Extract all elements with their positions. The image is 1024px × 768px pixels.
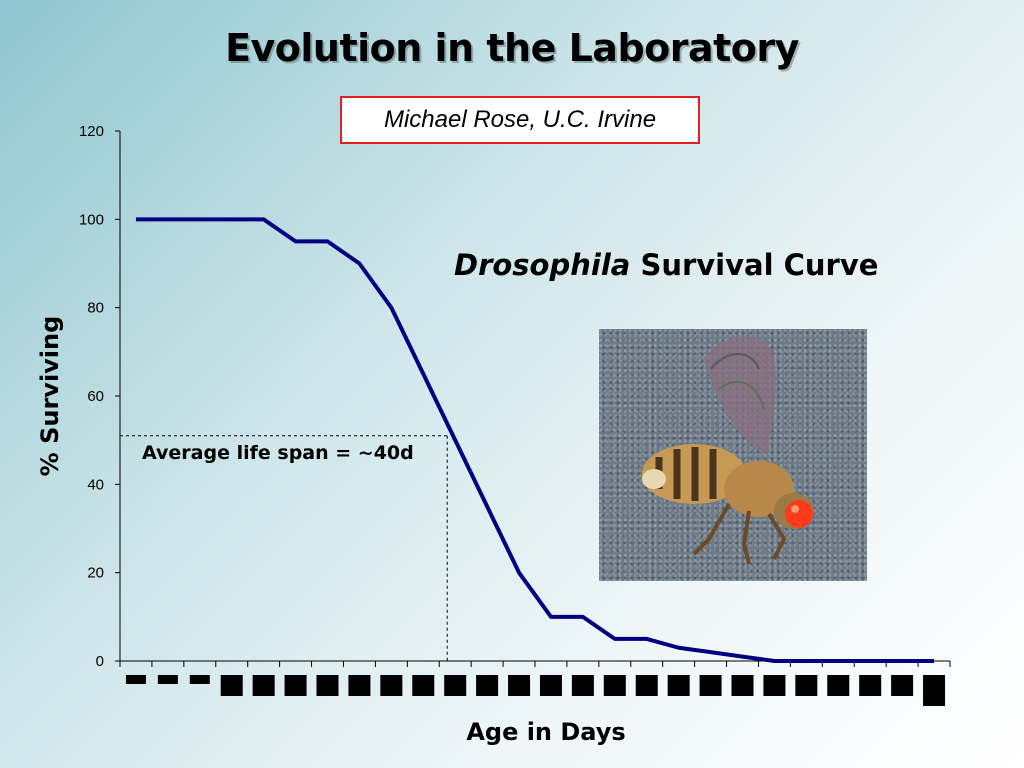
x-tick-label-redacted (252, 675, 275, 696)
subtitle-rest: Survival Curve (630, 248, 879, 282)
credit-text: Michael Rose, U.C. Irvine (383, 106, 657, 133)
y-tick-label: 120 (79, 123, 104, 140)
x-axis (119, 660, 951, 706)
x-tick-label-redacted (220, 675, 243, 696)
x-tick-label-redacted (284, 675, 307, 696)
x-tick-label-redacted (125, 675, 146, 684)
fruit-fly-photo (599, 329, 867, 581)
y-axis: 0 20 40 60 80 100 120 (79, 123, 121, 670)
x-tick-label-redacted (476, 675, 499, 696)
x-tick-label-redacted (412, 675, 435, 696)
x-tick-label-redacted (380, 675, 403, 696)
x-tick-label-redacted (316, 675, 339, 696)
x-tick-label-redacted (827, 675, 850, 696)
x-tick-label-redacted (157, 675, 178, 684)
y-tick-label: 20 (87, 565, 104, 582)
credit-box: Michael Rose, U.C. Irvine (340, 96, 700, 144)
x-tick-label-redacted (923, 675, 946, 706)
y-tick-label: 40 (87, 476, 104, 493)
x-tick-label-redacted (667, 675, 690, 696)
x-tick-label-redacted (763, 675, 786, 696)
fruit-fly-icon (642, 336, 814, 565)
x-tick-label-redacted (508, 675, 531, 696)
x-tick-label-redacted (859, 675, 882, 696)
subtitle-species: Drosophila (454, 248, 631, 282)
x-tick-label-redacted (444, 675, 467, 696)
x-tick-label-redacted (699, 675, 722, 696)
x-tick-label-redacted (635, 675, 658, 696)
x-tick-label-redacted (571, 675, 594, 696)
series-group (135, 217, 935, 663)
y-tick-label: 100 (79, 211, 104, 228)
y-axis-title: % Surviving (36, 316, 64, 477)
y-tick-label: 80 (87, 300, 104, 317)
x-tick-label-redacted (189, 675, 210, 684)
survival-series-line (135, 217, 935, 663)
x-tick-label-redacted (348, 675, 371, 696)
x-axis-title: Age in Days (466, 718, 625, 746)
chart-subtitle: Drosophila Survival Curve (454, 248, 878, 282)
y-tick-label: 0 (96, 653, 104, 670)
slide-title: Evolution in the Laboratory (225, 26, 799, 70)
annotation-label: Average life span = ~40d (142, 442, 414, 464)
x-tick-label-redacted (603, 675, 626, 696)
x-tick-label-redacted (731, 675, 754, 696)
x-tick-label-redacted (891, 675, 914, 696)
y-tick-label: 60 (87, 388, 104, 405)
average-lifespan-reference (120, 435, 448, 661)
x-tick-label-redacted (539, 675, 562, 696)
x-tick-label-redacted (795, 675, 818, 696)
